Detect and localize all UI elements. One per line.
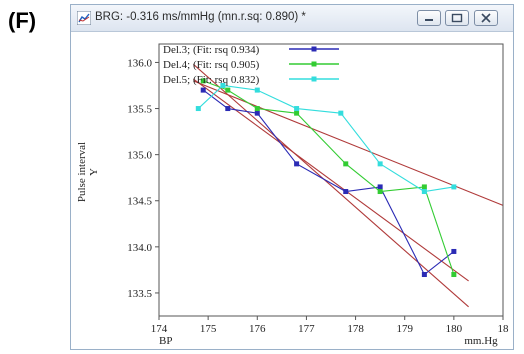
data-point xyxy=(294,161,300,167)
y-tick-label: 134.5 xyxy=(127,196,152,208)
data-point xyxy=(254,106,260,112)
legend-label-1: Del.3; (Fit: rsq 0.934) xyxy=(163,44,260,56)
series-line-2 xyxy=(203,80,455,275)
maximize-button[interactable] xyxy=(445,10,469,26)
fit-line-1 xyxy=(193,78,469,282)
x-tick-label: 176 xyxy=(249,323,266,335)
legend-marker-1 xyxy=(311,46,317,52)
data-point xyxy=(421,272,427,278)
x-tick-label: 18 xyxy=(498,323,510,335)
data-point xyxy=(377,161,383,167)
data-point xyxy=(200,87,206,93)
fit-line-2 xyxy=(193,63,469,308)
data-point xyxy=(338,110,344,116)
panel-label: (F) xyxy=(8,8,37,33)
data-point xyxy=(254,87,260,93)
data-point xyxy=(195,106,201,112)
data-point xyxy=(225,106,231,112)
data-point xyxy=(200,78,206,84)
data-point xyxy=(220,82,226,88)
series-line-3 xyxy=(197,84,454,193)
legend-label-3: Del.5; (Fit: rsq 0.832) xyxy=(163,74,260,86)
minimize-icon xyxy=(425,19,433,21)
x-tick-label: 179 xyxy=(396,323,413,335)
data-point xyxy=(343,189,349,195)
x-tick-label: 177 xyxy=(298,323,315,335)
x-tick-label: 174 xyxy=(151,323,168,335)
data-point xyxy=(294,106,300,112)
y-axis-label: Pulse interval xyxy=(76,142,88,202)
chart-icon xyxy=(77,11,91,25)
data-point xyxy=(254,110,260,116)
legend-label-2: Del.4; (Fit: rsq 0.905) xyxy=(163,59,260,71)
data-point xyxy=(451,184,457,190)
minimize-button[interactable] xyxy=(417,10,441,26)
window-title: BRG: -0.316 ms/mmHg (mn.r.sq: 0.890) * xyxy=(95,11,306,23)
x-axis-unit: mm.Hg xyxy=(464,335,498,347)
maximize-icon xyxy=(451,13,463,23)
x-tick-label: 178 xyxy=(347,323,364,335)
data-point xyxy=(343,161,349,167)
y-tick-label: 135.5 xyxy=(127,104,152,116)
y-tick-label: 136.0 xyxy=(127,57,152,69)
x-tick-label: 175 xyxy=(200,323,217,335)
close-icon xyxy=(481,13,491,23)
data-point xyxy=(225,87,231,93)
data-point xyxy=(421,184,427,190)
y-tick-label: 133.5 xyxy=(127,288,152,300)
series-line-1 xyxy=(202,89,455,276)
close-button[interactable] xyxy=(474,10,498,26)
data-point xyxy=(377,189,383,195)
data-point xyxy=(377,184,383,190)
chart-window: BRG: -0.316 ms/mmHg (mn.r.sq: 0.890) * 1… xyxy=(70,4,514,350)
y-tick-label: 134.0 xyxy=(127,242,152,254)
x-axis-label: BP xyxy=(159,335,172,347)
legend-marker-2 xyxy=(311,61,317,67)
fit-line-3 xyxy=(193,80,504,206)
x-tick-label: 180 xyxy=(446,323,463,335)
title-bar[interactable]: BRG: -0.316 ms/mmHg (mn.r.sq: 0.890) * xyxy=(71,5,513,32)
plot-area: 174 175 176 177 178 179 180 18 133.5 134.0 134.5 13… xyxy=(71,32,513,349)
data-point xyxy=(451,248,457,254)
data-point xyxy=(451,272,457,278)
data-point xyxy=(421,189,427,195)
y-axis-label-2: Y xyxy=(88,168,100,176)
chart: 174 175 176 177 178 179 180 18 133.5 134.0 134.5 13… xyxy=(76,43,510,347)
y-tick-label: 135.0 xyxy=(127,150,152,162)
plot-frame xyxy=(158,43,504,317)
legend-marker-3 xyxy=(311,76,317,82)
data-point xyxy=(294,110,300,116)
